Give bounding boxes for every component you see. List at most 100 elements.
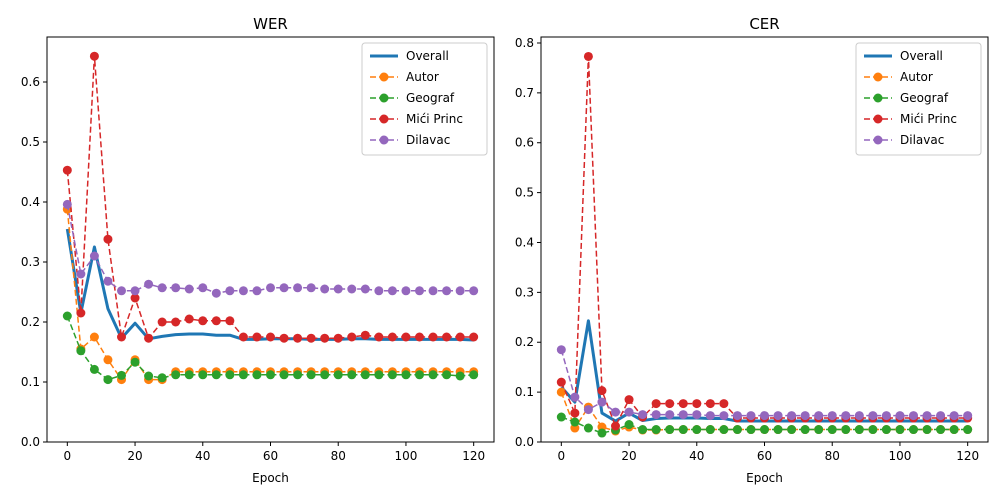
data-point <box>442 332 452 342</box>
data-point <box>800 411 810 421</box>
legend-marker <box>379 72 389 82</box>
legend-marker <box>873 72 883 82</box>
data-point <box>279 333 289 343</box>
data-point <box>814 411 824 421</box>
data-point <box>374 370 384 380</box>
data-point <box>469 332 479 342</box>
data-point <box>360 370 370 380</box>
legend: Overall Autor Geograf Mići Princ Dilavac <box>361 42 488 156</box>
data-point <box>678 399 688 409</box>
data-point <box>252 370 262 380</box>
data-point <box>827 411 837 421</box>
data-point <box>428 286 438 296</box>
x-tick-label: 80 <box>825 449 840 463</box>
x-tick-label: 80 <box>331 449 346 463</box>
legend-entry-geograf: Geograf <box>864 91 949 105</box>
data-point <box>360 330 370 340</box>
y-tick-label: 0.0 <box>21 435 40 449</box>
data-point <box>320 333 330 343</box>
data-point <box>597 386 607 396</box>
data-point <box>665 425 675 435</box>
x-axis-label: Epoch <box>746 471 783 485</box>
data-point <box>570 417 580 427</box>
data-point <box>266 332 275 342</box>
y-tick-label: 0.6 <box>21 75 40 89</box>
data-point <box>144 371 154 381</box>
data-point <box>306 283 316 293</box>
x-tick-label: 100 <box>889 449 912 463</box>
data-point <box>333 284 343 294</box>
data-point <box>374 332 384 342</box>
data-point <box>157 283 167 293</box>
data-point <box>746 425 756 435</box>
data-point <box>949 425 959 435</box>
data-point <box>909 411 918 421</box>
x-tick-label: 0 <box>557 449 565 463</box>
data-point <box>89 251 99 261</box>
data-point <box>455 286 465 296</box>
legend-entry-dilavac: Dilavac <box>864 133 944 147</box>
data-point <box>320 370 330 380</box>
data-point <box>293 333 303 343</box>
data-point <box>854 411 864 421</box>
data-point <box>171 370 181 380</box>
data-point <box>293 283 303 293</box>
data-point <box>347 332 357 342</box>
y-tick-label: 0.3 <box>21 255 40 269</box>
data-point <box>198 316 208 326</box>
series-line <box>560 319 968 423</box>
x-tick-label: 0 <box>63 449 71 463</box>
data-point <box>773 425 783 435</box>
x-tick-label: 60 <box>263 449 278 463</box>
data-point <box>583 405 593 415</box>
data-point <box>76 308 86 318</box>
series-geograf <box>62 311 479 385</box>
series-line <box>66 204 474 294</box>
y-tick-label: 0.7 <box>515 86 534 100</box>
chart-panel-wer: WER 0 20 40 60 80 100 120 0.0 0.1 0.2 0.3 0.4 0.5 0.6 E… <box>21 15 495 485</box>
data-point <box>881 425 891 435</box>
y-tick-label: 0.5 <box>515 186 534 200</box>
data-point <box>814 425 824 435</box>
data-point <box>692 410 702 420</box>
series-autor <box>62 204 479 385</box>
x-tick-label: 20 <box>127 449 142 463</box>
y-tick-label: 0.1 <box>515 385 534 399</box>
data-point <box>909 425 918 435</box>
data-point <box>211 316 221 326</box>
data-point <box>455 332 465 342</box>
data-point <box>387 332 397 342</box>
data-point <box>157 373 167 383</box>
y-tick-label: 0.4 <box>21 195 40 209</box>
data-point <box>895 411 905 421</box>
y-tick-label: 0.0 <box>515 435 534 449</box>
data-point <box>130 286 140 296</box>
data-point <box>746 411 756 421</box>
data-point <box>89 364 99 374</box>
x-axis-label: Epoch <box>252 471 289 485</box>
legend-entry-overall: Overall <box>864 49 943 63</box>
series-dilavac <box>62 199 479 298</box>
data-point <box>570 408 580 418</box>
y-tick-label: 0.1 <box>21 375 40 389</box>
series-dilavac <box>556 345 973 421</box>
data-point <box>442 286 452 296</box>
data-point <box>922 425 932 435</box>
data-point <box>638 425 648 435</box>
x-tick-label: 120 <box>956 449 979 463</box>
data-point <box>963 425 973 435</box>
data-point <box>922 411 932 421</box>
data-point <box>347 284 357 294</box>
data-point <box>333 333 343 343</box>
data-point <box>760 411 769 421</box>
data-point <box>651 425 661 435</box>
data-point <box>103 276 113 286</box>
series-group <box>556 51 973 438</box>
legend-entry-overall: Overall <box>370 49 449 63</box>
data-point <box>266 370 275 380</box>
data-point <box>171 317 181 327</box>
legend-label: Geograf <box>406 91 455 105</box>
data-point <box>171 283 181 293</box>
legend-label: Geograf <box>900 91 949 105</box>
data-point <box>62 311 72 321</box>
